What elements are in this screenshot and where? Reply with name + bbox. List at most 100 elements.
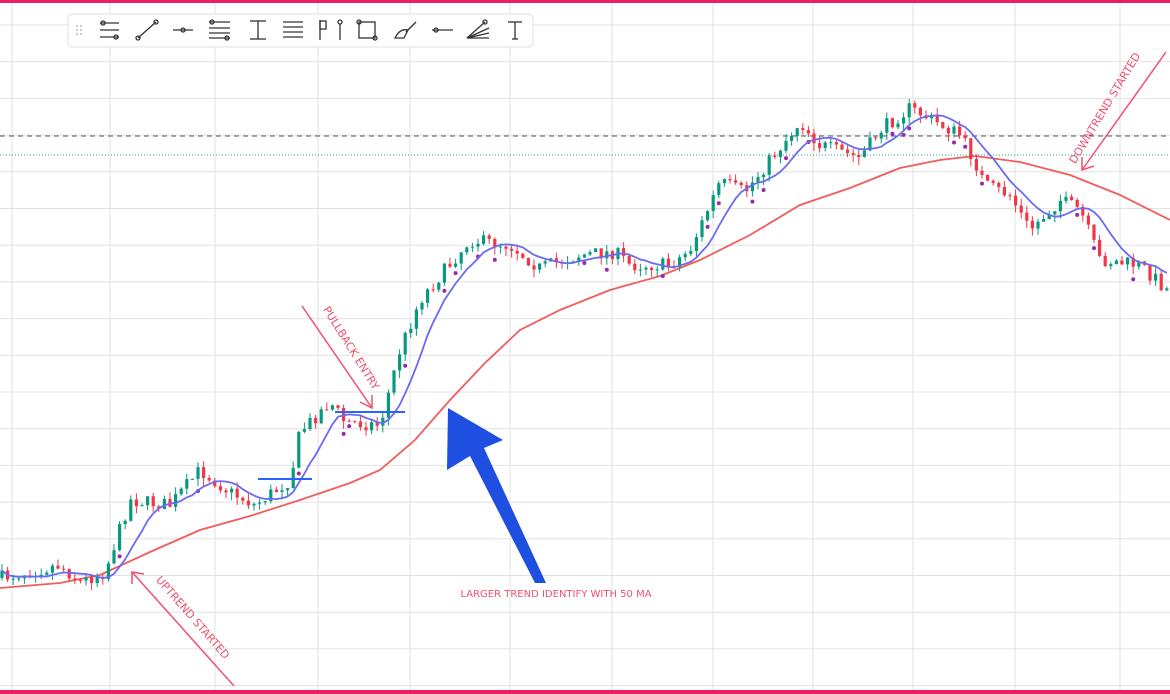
candle-body <box>90 577 94 584</box>
candle-body <box>11 578 15 580</box>
candle-body <box>638 269 642 271</box>
candle-body <box>482 235 486 244</box>
candle-body <box>476 243 480 247</box>
candle-body <box>829 142 833 144</box>
candle-body <box>896 123 900 128</box>
candle-body <box>437 282 441 290</box>
candle-body <box>414 309 418 329</box>
toolbar <box>67 13 534 48</box>
candle-body <box>224 490 228 493</box>
candle-body <box>627 255 631 264</box>
uptrend-arrow <box>131 571 235 687</box>
signal-dot <box>890 131 895 136</box>
candle-body <box>258 502 262 504</box>
candle-body <box>78 579 82 581</box>
candle-body <box>426 289 430 303</box>
tool-horizontal-ray[interactable] <box>173 27 193 33</box>
candle-body <box>358 421 362 428</box>
candle-body <box>185 479 189 489</box>
candle-body <box>605 251 609 259</box>
candle-body <box>470 246 474 248</box>
candle-body <box>666 258 670 267</box>
candle-body <box>442 263 446 283</box>
candle-body <box>1002 186 1006 196</box>
signal-dot <box>604 267 609 272</box>
candle-body <box>773 155 777 158</box>
tool-fan[interactable] <box>466 19 490 39</box>
candle-body <box>174 494 178 507</box>
candle-body <box>683 253 687 258</box>
candle-body <box>448 263 452 267</box>
candle-body <box>308 417 312 430</box>
signal-dot <box>660 273 665 278</box>
candle-body <box>431 289 435 291</box>
tool-brush[interactable] <box>393 21 417 39</box>
frame-bottom <box>0 690 1170 694</box>
candle-body <box>952 126 956 134</box>
candle-body <box>661 258 665 270</box>
larger-trend-label: LARGER TREND IDENTIFY WITH 50 MA <box>460 589 651 600</box>
candle-body <box>146 496 150 506</box>
pullback-arrow <box>301 305 373 410</box>
downtrend-arrow <box>1081 51 1167 172</box>
candle-body <box>1103 255 1107 267</box>
tool-flag[interactable] <box>319 19 343 40</box>
candle-body <box>297 431 301 468</box>
candle-body <box>381 417 385 426</box>
signal-dot <box>761 188 766 193</box>
candle-body <box>974 159 978 171</box>
tool-ray[interactable] <box>432 27 453 33</box>
candle-body <box>319 409 323 424</box>
tool-range[interactable] <box>250 20 266 40</box>
candle-body <box>599 248 603 259</box>
candle-body <box>532 265 536 270</box>
tool-text[interactable] <box>508 21 522 40</box>
candle-body <box>862 150 866 158</box>
signal-dot <box>716 201 721 206</box>
candle-body <box>834 142 838 145</box>
candle-body <box>885 118 889 133</box>
ma-fast-line <box>1 114 1168 579</box>
tool-parallel[interactable] <box>100 20 119 40</box>
tool-lines[interactable] <box>283 21 303 38</box>
toolbar-panel <box>67 13 534 48</box>
tool-trendline[interactable] <box>135 19 159 41</box>
candle-body <box>554 258 558 263</box>
candle-body <box>767 155 771 175</box>
signal-dot <box>492 257 497 262</box>
candle-body <box>1092 224 1096 240</box>
candle-body <box>140 505 144 507</box>
candle-body <box>902 117 906 124</box>
candle-body <box>812 133 816 144</box>
candle-body <box>129 499 133 521</box>
signal-dot <box>750 199 755 204</box>
candle-body <box>728 178 732 181</box>
candle-body <box>1114 260 1118 265</box>
candle-body <box>106 563 110 580</box>
candle-body <box>230 488 234 493</box>
candle-body <box>269 489 273 502</box>
candle-body <box>622 248 626 256</box>
candle-body <box>347 420 351 422</box>
candle-body <box>963 135 967 139</box>
candle-body <box>526 257 530 266</box>
candle-body <box>1030 220 1034 229</box>
candle-body <box>1109 264 1113 267</box>
candle-body <box>454 263 458 267</box>
tool-rectangle[interactable] <box>356 19 378 41</box>
signal-dot <box>442 288 447 293</box>
candle-body <box>1047 214 1051 220</box>
candle-body <box>1131 257 1135 267</box>
candle-body <box>504 246 508 249</box>
candle-body <box>823 142 827 148</box>
candle-body <box>1137 261 1141 267</box>
candle-body <box>1148 264 1152 281</box>
candle-body <box>739 182 743 186</box>
candle-body <box>202 467 206 479</box>
candle-body <box>946 127 950 134</box>
tool-fib[interactable] <box>209 19 230 41</box>
candle-body <box>123 520 127 525</box>
candle-body <box>56 565 60 569</box>
candle-body <box>386 392 390 418</box>
candle-body <box>879 132 883 139</box>
